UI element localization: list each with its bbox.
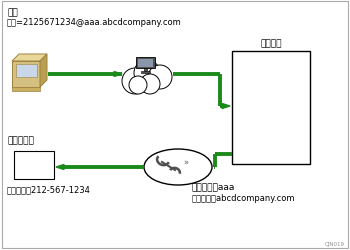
Circle shape [134, 61, 160, 87]
Polygon shape [138, 60, 153, 68]
FancyBboxPatch shape [14, 152, 54, 179]
Polygon shape [12, 88, 40, 92]
FancyBboxPatch shape [232, 52, 310, 164]
Text: 指定: 指定 [7, 8, 18, 17]
Polygon shape [114, 72, 122, 77]
Text: 傳真=2125671234@aaa.abcdcompany.com: 傳真=2125671234@aaa.abcdcompany.com [7, 18, 182, 27]
Ellipse shape [144, 150, 212, 185]
Polygon shape [12, 62, 40, 88]
Text: 主機名稱：aaa: 主機名稱：aaa [192, 182, 235, 191]
Text: 傳送目的地: 傳送目的地 [7, 136, 34, 144]
Text: 您的機器: 您的機器 [260, 39, 282, 48]
Circle shape [148, 66, 172, 90]
Polygon shape [12, 55, 47, 62]
Text: 傳真號碼：212-567-1234: 傳真號碼：212-567-1234 [7, 184, 91, 193]
Circle shape [140, 75, 160, 94]
Polygon shape [56, 165, 64, 170]
Text: CJN019: CJN019 [325, 241, 345, 246]
Text: »: » [183, 158, 188, 167]
Polygon shape [136, 58, 155, 69]
Polygon shape [40, 55, 47, 88]
Polygon shape [222, 104, 230, 109]
Polygon shape [144, 69, 147, 72]
Circle shape [122, 69, 148, 94]
Text: 網域名稱：abcdcompany.com: 網域名稱：abcdcompany.com [192, 193, 295, 202]
Polygon shape [16, 65, 37, 78]
Polygon shape [141, 72, 150, 74]
Circle shape [129, 77, 147, 94]
